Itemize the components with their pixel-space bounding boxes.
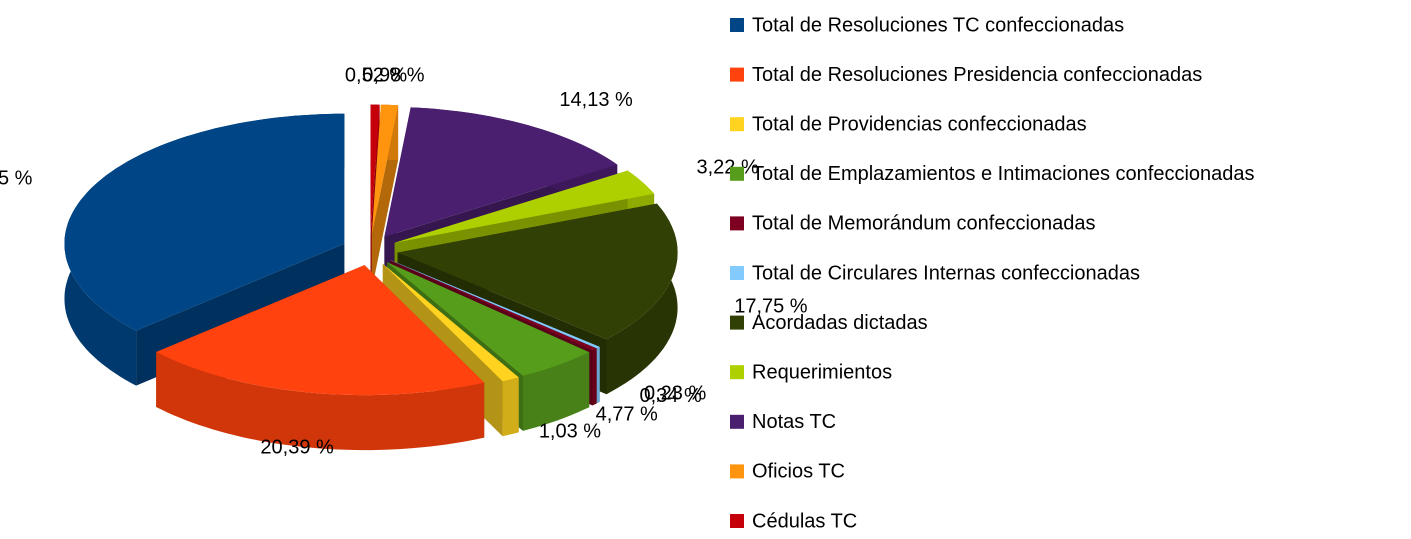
legend-label: Notas TC	[752, 411, 836, 433]
slice	[370, 104, 380, 235]
slice	[394, 170, 655, 243]
slice	[397, 203, 678, 340]
data-label: 36,65 %	[0, 167, 33, 189]
slice-side	[502, 377, 519, 437]
data-label: 14,13 %	[559, 89, 633, 111]
data-label: 0,98 %	[362, 65, 424, 87]
legend-label: Acordadas dictadas	[752, 312, 928, 334]
slice-side	[156, 352, 485, 451]
data-label: 0,34 %	[639, 385, 701, 407]
legend-swatch	[730, 166, 744, 181]
legend-label: Total de Resoluciones TC confeccionadas	[752, 14, 1124, 36]
legend-label: Total de Providencias confeccionadas	[752, 113, 1087, 135]
legend-swatch	[730, 514, 744, 528]
legend-swatch	[730, 18, 744, 32]
legend-label: Total de Circulares Internas confecciona…	[752, 262, 1140, 284]
legend-swatch	[730, 216, 744, 231]
legend-swatch	[730, 266, 744, 280]
legend-swatch	[730, 67, 744, 82]
legend-label: Total de Emplazamientos e Intimaciones c…	[752, 163, 1255, 185]
slice-side	[382, 263, 519, 433]
slice	[390, 260, 600, 349]
legend-label: Requerimientos	[752, 361, 892, 383]
slice-side	[523, 352, 590, 431]
slice	[382, 263, 519, 382]
slice	[387, 262, 590, 376]
slice-side	[592, 348, 597, 406]
data-label: 3,22 %	[697, 157, 759, 179]
legend-swatch	[730, 365, 744, 380]
legend-label: Total de Resoluciones Presidencia confec…	[752, 64, 1202, 86]
slice	[156, 265, 485, 451]
slice	[390, 260, 597, 351]
slice	[371, 104, 399, 235]
data-label: 0,52 %	[345, 64, 407, 86]
data-label: 17,75 %	[734, 295, 808, 317]
data-label: 4,77 %	[596, 404, 658, 426]
legend-label: Total de Memorándum confeccionadas	[752, 213, 1096, 235]
data-label: 0,23 %	[644, 383, 706, 405]
legend-swatch	[730, 464, 744, 479]
legend-swatch	[730, 117, 744, 132]
data-label: 1,03 %	[539, 421, 601, 443]
legend-swatch	[730, 315, 744, 330]
slice	[156, 265, 485, 396]
legend-swatch	[730, 414, 744, 429]
legend-label: Cédulas TC	[752, 510, 857, 532]
slice	[384, 107, 618, 237]
data-label: 20,39 %	[260, 436, 334, 458]
legend-label: Oficios TC	[752, 461, 845, 483]
slice-side	[596, 346, 600, 404]
slice	[64, 113, 345, 331]
slice	[371, 104, 399, 290]
